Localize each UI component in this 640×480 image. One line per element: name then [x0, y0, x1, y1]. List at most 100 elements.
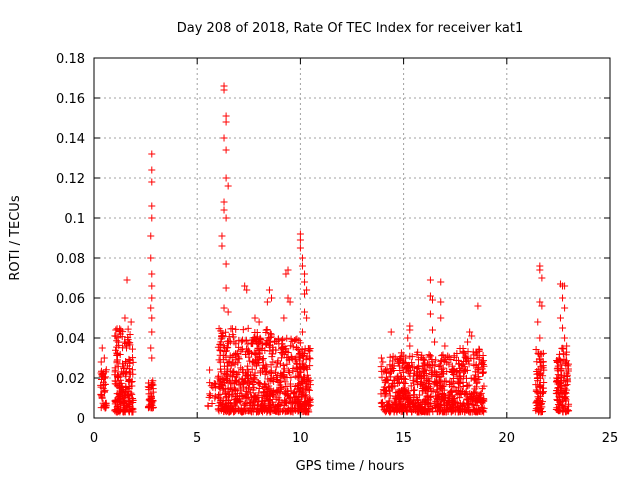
- data-point: [413, 364, 421, 372]
- data-point: [401, 380, 409, 388]
- data-point: [386, 353, 394, 361]
- data-point: [147, 304, 155, 312]
- data-point: [452, 387, 460, 395]
- y-tick-label: 0.12: [56, 172, 85, 187]
- data-point: [406, 352, 414, 360]
- data-point: [268, 389, 276, 397]
- data-point: [539, 364, 547, 372]
- data-point: [289, 398, 297, 406]
- data-point: [479, 360, 487, 368]
- data-point: [259, 354, 267, 362]
- data-point: [379, 358, 387, 366]
- x-tick-label: 25: [602, 431, 619, 446]
- data-point: [225, 399, 233, 407]
- data-point: [298, 254, 306, 262]
- data-point: [399, 368, 407, 376]
- data-point: [410, 399, 418, 407]
- data-point: [382, 366, 390, 374]
- data-point: [554, 406, 562, 414]
- plot-frame: [93, 57, 611, 419]
- data-point: [122, 340, 130, 348]
- data-point: [386, 392, 394, 400]
- data-point: [240, 378, 248, 386]
- data-point: [250, 336, 258, 344]
- data-point: [218, 380, 226, 388]
- data-point: [114, 407, 122, 415]
- data-point: [434, 403, 442, 411]
- data-point: [455, 379, 463, 387]
- data-point: [118, 382, 126, 390]
- data-point: [534, 393, 542, 401]
- data-point: [306, 362, 314, 370]
- data-point: [436, 361, 444, 369]
- data-point: [276, 386, 284, 394]
- data-point: [272, 395, 280, 403]
- data-point: [229, 359, 237, 367]
- data-point: [432, 392, 440, 400]
- data-point: [291, 404, 299, 412]
- data-point: [536, 266, 544, 274]
- data-point: [296, 244, 304, 252]
- data-point: [470, 374, 478, 382]
- data-point: [237, 387, 245, 395]
- data-point: [249, 358, 257, 366]
- data-point: [122, 358, 130, 366]
- data-point: [419, 381, 427, 389]
- data-point: [223, 394, 231, 402]
- data-point: [251, 314, 259, 322]
- data-point: [447, 388, 455, 396]
- data-point: [284, 387, 292, 395]
- data-point: [271, 337, 279, 345]
- data-point: [243, 406, 251, 414]
- data-point: [224, 182, 232, 190]
- data-point: [414, 348, 422, 356]
- data-point: [287, 342, 295, 350]
- data-point: [390, 376, 398, 384]
- data-point: [283, 360, 291, 368]
- data-point: [242, 385, 250, 393]
- data-point: [205, 393, 213, 401]
- data-point: [242, 400, 250, 408]
- data-point: [261, 403, 269, 411]
- data-point: [381, 387, 389, 395]
- data-point: [561, 282, 569, 290]
- data-point: [436, 378, 444, 386]
- data-point: [471, 371, 479, 379]
- y-tick-label: 0.1: [64, 212, 85, 227]
- data-point: [243, 390, 251, 398]
- data-point: [148, 214, 156, 222]
- data-point: [117, 401, 125, 409]
- data-point: [273, 386, 281, 394]
- data-point: [250, 349, 258, 357]
- data-point: [562, 358, 570, 366]
- data-point: [206, 366, 214, 374]
- data-point: [242, 337, 250, 345]
- data-point: [539, 407, 547, 415]
- data-point: [149, 388, 157, 396]
- data-point: [468, 332, 476, 340]
- data-point: [554, 378, 562, 386]
- data-point: [297, 368, 305, 376]
- data-point: [393, 373, 401, 381]
- data-point: [235, 336, 243, 344]
- data-point: [563, 342, 571, 350]
- data-point: [533, 397, 541, 405]
- data-point: [128, 408, 136, 416]
- data-point: [113, 390, 121, 398]
- data-point: [296, 339, 304, 347]
- data-point: [129, 358, 137, 366]
- data-point: [303, 314, 311, 322]
- data-point: [533, 367, 541, 375]
- data-point: [277, 384, 285, 392]
- data-point: [247, 389, 255, 397]
- data-point: [220, 304, 228, 312]
- data-point: [432, 356, 440, 364]
- data-point: [281, 365, 289, 373]
- data-point: [378, 403, 386, 411]
- data-point: [262, 326, 270, 334]
- data-point: [97, 358, 105, 366]
- data-point: [238, 408, 246, 416]
- data-point: [242, 350, 250, 358]
- data-point: [433, 408, 441, 416]
- data-point: [249, 408, 257, 416]
